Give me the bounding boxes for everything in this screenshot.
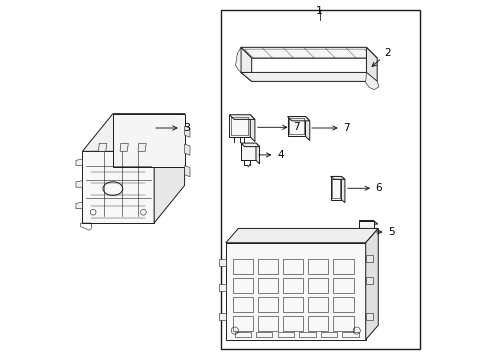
Polygon shape — [330, 176, 344, 179]
Text: 4: 4 — [258, 150, 283, 160]
Polygon shape — [184, 166, 190, 177]
Polygon shape — [365, 277, 372, 284]
Bar — [221, 10, 419, 348]
Polygon shape — [241, 47, 251, 81]
Polygon shape — [82, 114, 184, 151]
Polygon shape — [359, 221, 373, 232]
Polygon shape — [76, 159, 82, 166]
Polygon shape — [82, 151, 154, 223]
Text: 3: 3 — [156, 123, 190, 133]
Polygon shape — [287, 117, 305, 136]
Polygon shape — [241, 143, 259, 147]
Polygon shape — [138, 143, 146, 151]
Polygon shape — [365, 313, 372, 320]
Polygon shape — [366, 47, 376, 81]
Polygon shape — [113, 114, 184, 167]
Text: 7: 7 — [257, 122, 299, 132]
Polygon shape — [154, 114, 184, 223]
Polygon shape — [241, 143, 255, 160]
Polygon shape — [365, 72, 378, 90]
Polygon shape — [235, 47, 241, 72]
Text: 6: 6 — [347, 183, 382, 193]
Polygon shape — [365, 255, 372, 262]
Polygon shape — [120, 143, 128, 151]
Polygon shape — [241, 47, 376, 58]
Polygon shape — [250, 115, 254, 141]
Text: 2: 2 — [371, 48, 390, 66]
Polygon shape — [218, 313, 225, 320]
Text: 5: 5 — [376, 227, 394, 237]
Polygon shape — [184, 144, 190, 155]
Polygon shape — [341, 176, 344, 203]
Polygon shape — [241, 72, 376, 81]
Polygon shape — [76, 202, 82, 209]
Polygon shape — [225, 243, 365, 339]
Polygon shape — [365, 228, 378, 339]
Polygon shape — [359, 221, 377, 224]
Polygon shape — [229, 115, 250, 137]
Polygon shape — [76, 181, 82, 187]
Text: 1: 1 — [316, 6, 323, 16]
Text: 7: 7 — [311, 123, 349, 133]
Polygon shape — [218, 284, 225, 291]
Polygon shape — [99, 143, 106, 151]
Polygon shape — [305, 117, 309, 140]
Polygon shape — [229, 115, 254, 120]
Polygon shape — [255, 143, 259, 164]
Polygon shape — [225, 228, 378, 243]
Polygon shape — [184, 126, 190, 137]
Polygon shape — [287, 117, 309, 121]
Polygon shape — [218, 259, 225, 266]
Polygon shape — [330, 176, 341, 200]
